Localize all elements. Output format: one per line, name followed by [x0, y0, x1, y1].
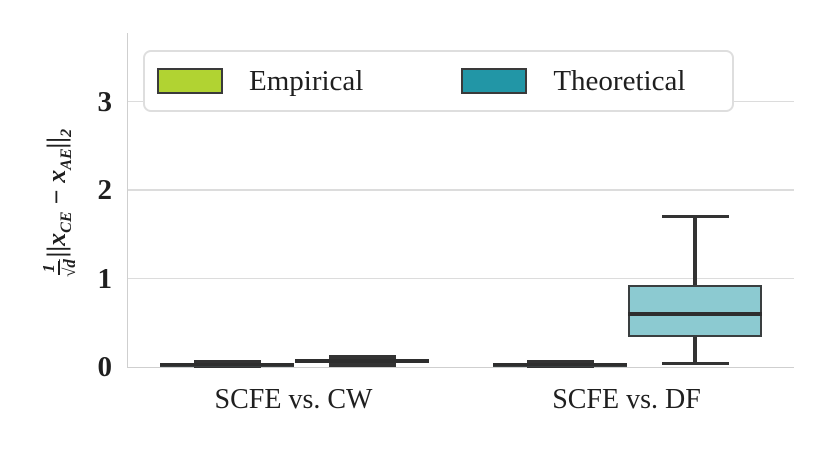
whisker-cap-bottom-theoretical-1 — [661, 361, 729, 366]
whisker-cap-bottom-theoretical-0 — [328, 363, 396, 367]
empirical-swatch — [157, 68, 223, 94]
legend-item-theoretical: Theoretical — [461, 64, 686, 97]
median-empirical-0 — [160, 362, 294, 367]
y-tick-label-0: 0 — [97, 351, 113, 383]
theoretical-swatch — [461, 68, 528, 94]
norm-close: || — [41, 136, 71, 149]
y-tick-label-2: 2 — [97, 174, 113, 206]
plot-area — [127, 33, 794, 368]
y-tick-label-3: 3 — [97, 85, 113, 118]
x-ce-var: x — [41, 232, 71, 246]
norm-open: || — [41, 245, 71, 258]
legend-label-empirical: Empirical — [249, 64, 364, 97]
norm-subscript-2: 2 — [58, 128, 76, 137]
legend-item-empirical: Empirical — [157, 64, 364, 97]
whisker-cap-top-empirical-0 — [193, 359, 261, 364]
median-empirical-1 — [493, 362, 627, 367]
whisker-cap-top-empirical-1 — [526, 359, 594, 364]
x-ce-subscript: CE — [58, 211, 76, 233]
whisker-cap-top-theoretical-1 — [661, 214, 729, 219]
legend: Empirical Theoretical — [143, 50, 734, 112]
x-tick-label-1: SCFE vs. DF — [552, 384, 701, 415]
median-theoretical-1 — [628, 312, 762, 316]
median-theoretical-0 — [295, 359, 429, 363]
whisker-cap-top-theoretical-0 — [328, 355, 396, 359]
gridline-y-2 — [128, 189, 794, 191]
legend-label-theoretical: Theoretical — [553, 64, 686, 97]
x-ae-subscript: AE — [58, 148, 76, 170]
gridline-y-1 — [128, 277, 794, 280]
x-tick-label-0: SCFE vs. CW — [214, 384, 373, 415]
box-theoretical-1 — [628, 284, 762, 337]
y-tick-label-1: 1 — [97, 262, 113, 295]
